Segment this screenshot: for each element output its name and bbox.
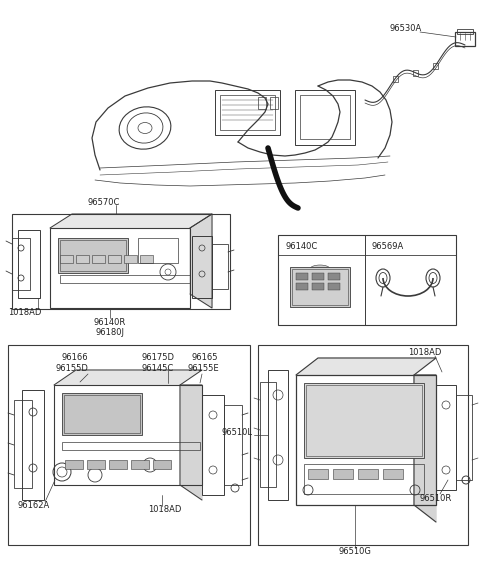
- Bar: [300, 95, 350, 139]
- Text: 96510R: 96510R: [420, 493, 452, 502]
- Text: 1018AD: 1018AD: [148, 505, 181, 514]
- Bar: [224, 405, 242, 485]
- Bar: [270, 97, 278, 109]
- Bar: [328, 283, 340, 290]
- Bar: [393, 76, 398, 82]
- Bar: [296, 375, 436, 505]
- Bar: [8, 345, 250, 545]
- Bar: [138, 238, 178, 263]
- Bar: [87, 460, 105, 469]
- Bar: [50, 228, 190, 308]
- Bar: [312, 283, 324, 290]
- Polygon shape: [190, 214, 212, 308]
- Bar: [312, 273, 324, 280]
- Polygon shape: [180, 385, 202, 500]
- Bar: [383, 469, 403, 479]
- Bar: [192, 236, 212, 298]
- Bar: [212, 244, 228, 289]
- Ellipse shape: [310, 265, 330, 273]
- Bar: [455, 32, 475, 46]
- Bar: [12, 214, 230, 309]
- Bar: [153, 460, 171, 469]
- Bar: [296, 283, 308, 290]
- Bar: [60, 255, 73, 263]
- Bar: [76, 255, 89, 263]
- Text: 96165: 96165: [192, 353, 218, 361]
- Bar: [140, 255, 153, 263]
- Bar: [278, 235, 456, 325]
- Bar: [215, 90, 280, 135]
- Bar: [295, 90, 355, 145]
- Bar: [436, 385, 456, 490]
- Bar: [292, 269, 348, 305]
- Text: 96162A: 96162A: [18, 501, 50, 509]
- Polygon shape: [296, 358, 436, 375]
- Text: 1018AD: 1018AD: [8, 307, 41, 316]
- Text: 96155D: 96155D: [55, 364, 88, 373]
- Bar: [304, 383, 424, 458]
- Bar: [220, 95, 275, 130]
- Bar: [328, 273, 340, 280]
- Bar: [258, 345, 468, 545]
- Text: 96140R: 96140R: [94, 318, 126, 327]
- Bar: [358, 469, 378, 479]
- Bar: [268, 370, 288, 500]
- Bar: [92, 255, 105, 263]
- Bar: [18, 230, 40, 298]
- Text: 96530A: 96530A: [390, 23, 422, 32]
- Bar: [64, 395, 140, 433]
- Bar: [22, 390, 44, 500]
- Polygon shape: [50, 214, 212, 228]
- Bar: [306, 385, 422, 456]
- Text: 96166: 96166: [62, 353, 89, 361]
- Bar: [54, 385, 202, 485]
- Bar: [14, 400, 32, 488]
- Bar: [308, 469, 328, 479]
- Text: 96140C: 96140C: [285, 241, 317, 250]
- Bar: [333, 469, 353, 479]
- Bar: [433, 63, 438, 69]
- Text: 96175D: 96175D: [142, 353, 175, 361]
- Polygon shape: [414, 375, 436, 522]
- Bar: [124, 255, 137, 263]
- Bar: [62, 442, 200, 450]
- Text: 96569A: 96569A: [372, 241, 404, 250]
- Bar: [60, 240, 126, 271]
- Bar: [58, 238, 128, 273]
- Bar: [65, 460, 83, 469]
- Text: 96180J: 96180J: [96, 328, 124, 336]
- Text: 96570C: 96570C: [88, 197, 120, 207]
- Bar: [290, 267, 350, 307]
- Bar: [202, 395, 224, 495]
- Bar: [12, 238, 30, 290]
- Bar: [456, 395, 472, 480]
- Bar: [457, 29, 473, 34]
- Bar: [108, 255, 121, 263]
- Bar: [296, 273, 308, 280]
- Text: 1018AD: 1018AD: [408, 348, 442, 357]
- Text: 96510L: 96510L: [221, 427, 252, 436]
- Bar: [413, 69, 418, 76]
- Text: 96155E: 96155E: [188, 364, 220, 373]
- Polygon shape: [54, 370, 202, 385]
- Text: 96145C: 96145C: [142, 364, 174, 373]
- Bar: [62, 393, 142, 435]
- Bar: [131, 460, 149, 469]
- Bar: [304, 464, 424, 494]
- Bar: [109, 460, 127, 469]
- Text: 96510G: 96510G: [338, 547, 372, 556]
- Bar: [60, 275, 190, 283]
- Bar: [258, 97, 266, 109]
- Bar: [260, 382, 276, 487]
